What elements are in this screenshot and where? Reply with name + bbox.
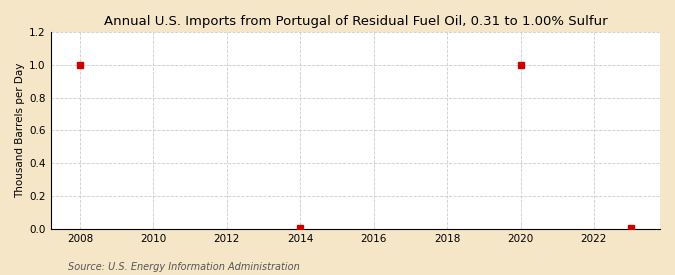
Y-axis label: Thousand Barrels per Day: Thousand Barrels per Day: [15, 63, 25, 198]
Title: Annual U.S. Imports from Portugal of Residual Fuel Oil, 0.31 to 1.00% Sulfur: Annual U.S. Imports from Portugal of Res…: [103, 15, 607, 28]
Text: Source: U.S. Energy Information Administration: Source: U.S. Energy Information Administ…: [68, 262, 299, 272]
